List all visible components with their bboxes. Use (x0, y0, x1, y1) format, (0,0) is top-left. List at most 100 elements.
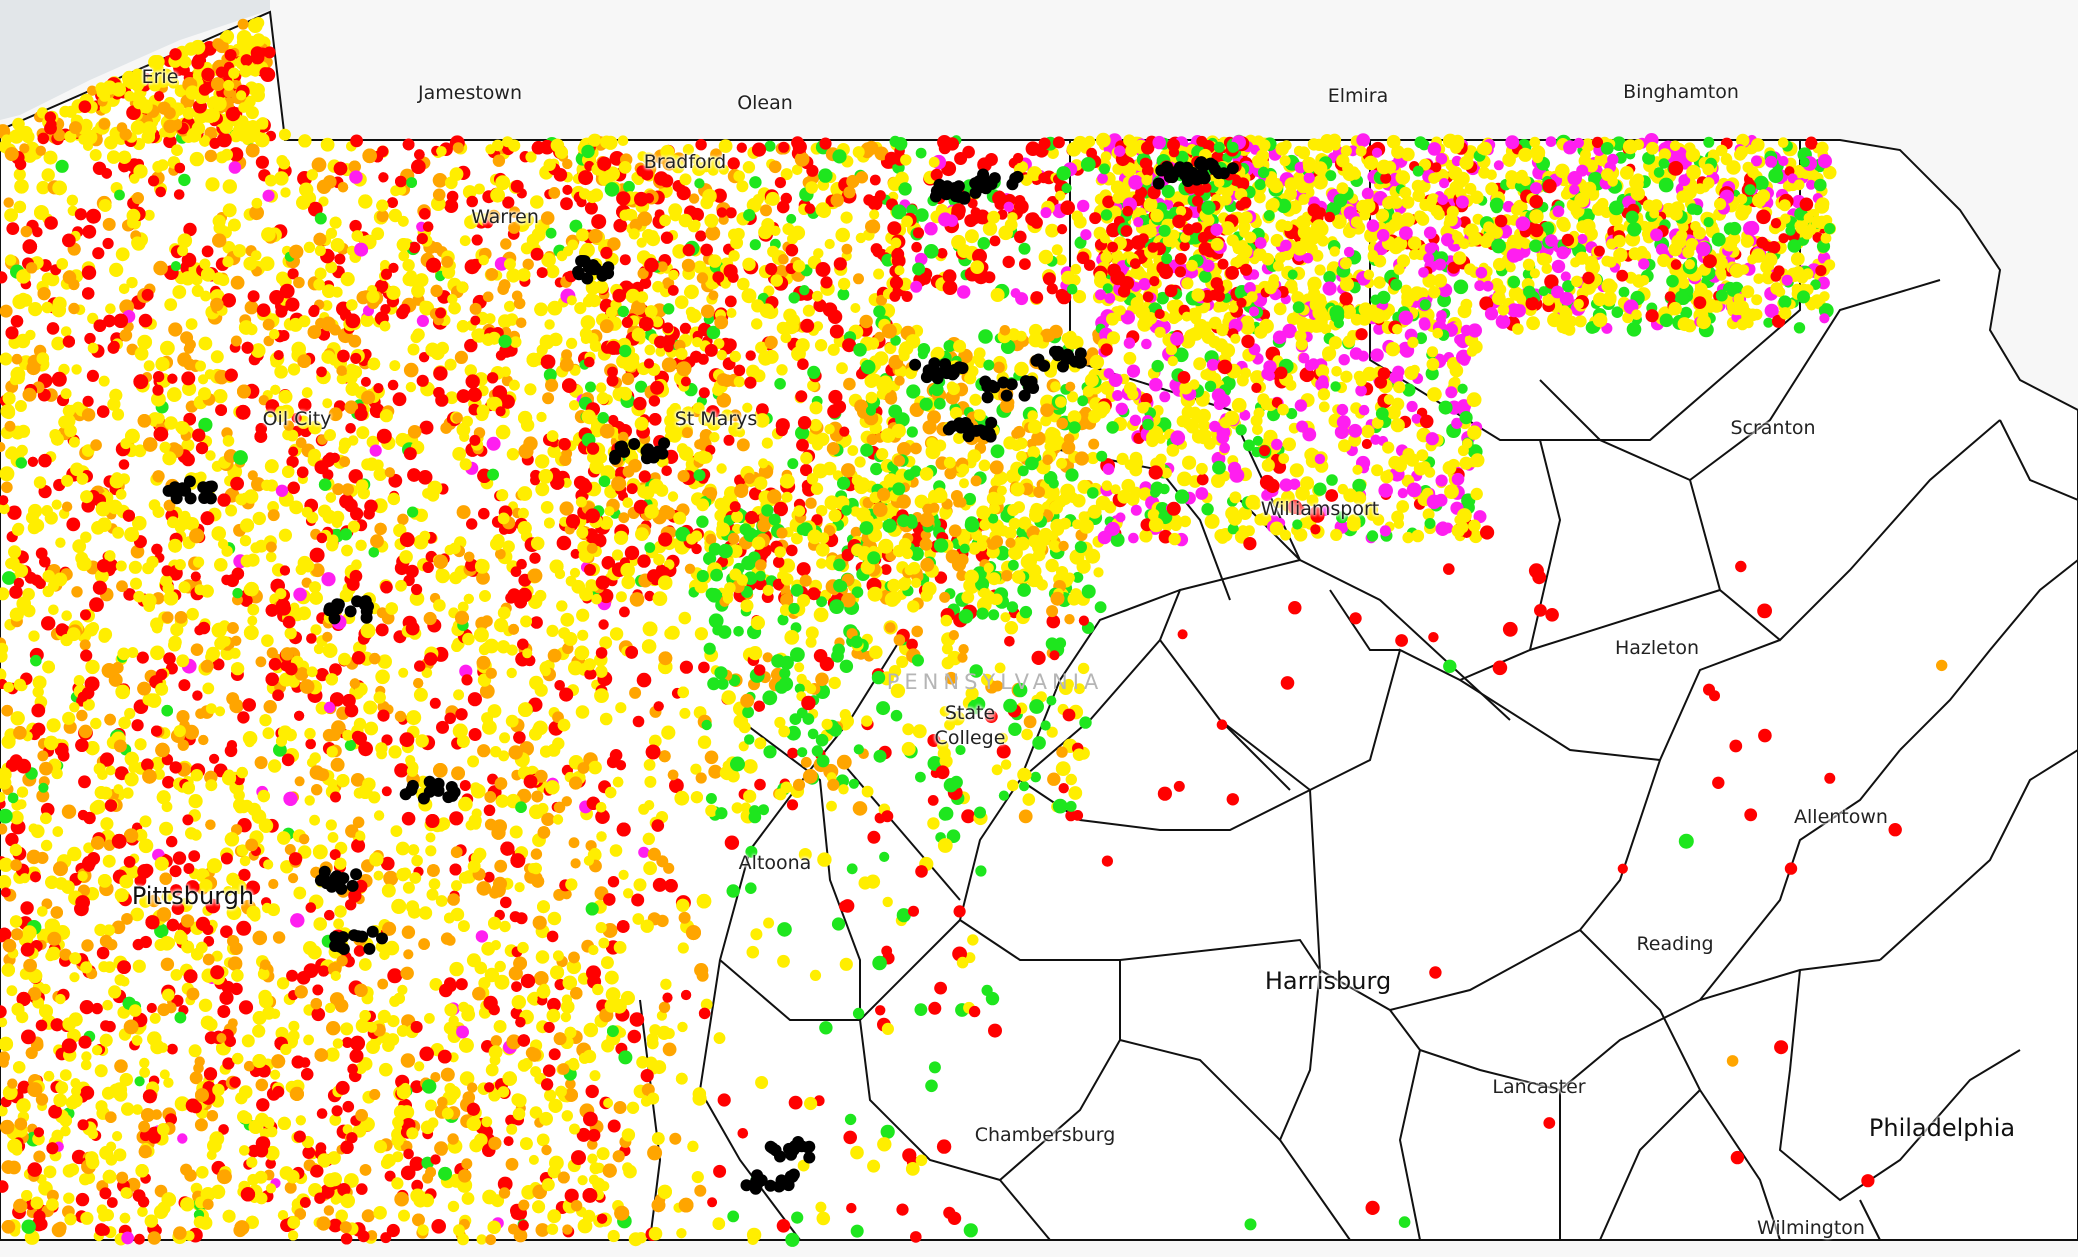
well-marker[interactable] (695, 230, 707, 242)
well-marker[interactable] (279, 565, 290, 576)
well-marker[interactable] (508, 623, 519, 635)
well-marker[interactable] (225, 107, 241, 122)
well-marker[interactable] (349, 569, 363, 583)
well-marker[interactable] (115, 684, 130, 700)
well-marker[interactable] (53, 1093, 67, 1108)
well-marker[interactable] (168, 635, 182, 649)
well-marker[interactable] (485, 667, 497, 679)
well-marker[interactable] (177, 1133, 188, 1144)
well-marker[interactable] (98, 118, 111, 130)
well-marker[interactable] (170, 623, 184, 637)
well-marker[interactable] (76, 556, 92, 572)
well-marker[interactable] (403, 447, 417, 461)
well-marker[interactable] (97, 517, 112, 532)
well-marker[interactable] (21, 1190, 33, 1202)
well-marker[interactable] (381, 786, 392, 797)
well-marker[interactable] (638, 846, 650, 858)
well-marker[interactable] (102, 854, 116, 868)
well-marker[interactable] (168, 538, 183, 553)
well-marker[interactable] (115, 247, 130, 262)
well-marker[interactable] (70, 1078, 81, 1089)
well-marker[interactable] (226, 692, 240, 706)
well-marker[interactable] (565, 514, 581, 529)
well-marker[interactable] (375, 623, 389, 637)
well-marker[interactable] (40, 983, 51, 995)
well-marker[interactable] (546, 430, 559, 442)
well-marker[interactable] (239, 855, 251, 867)
well-marker[interactable] (629, 1012, 645, 1027)
well-marker[interactable] (616, 920, 630, 933)
well-marker[interactable] (447, 1133, 459, 1145)
well-marker[interactable] (327, 832, 339, 843)
well-marker[interactable] (309, 752, 321, 764)
well-marker[interactable] (345, 824, 359, 838)
well-marker[interactable] (582, 1188, 598, 1203)
well-marker[interactable] (322, 643, 338, 658)
well-marker[interactable] (252, 930, 268, 946)
well-marker[interactable] (607, 876, 620, 888)
well-marker[interactable] (640, 1069, 654, 1083)
well-marker[interactable] (566, 337, 578, 349)
well-marker[interactable] (679, 707, 691, 719)
well-marker[interactable] (492, 154, 506, 167)
well-marker[interactable] (324, 429, 336, 441)
well-marker[interactable] (380, 856, 395, 871)
well-marker[interactable] (615, 591, 627, 603)
well-marker[interactable] (567, 239, 579, 251)
well-marker[interactable] (340, 1233, 353, 1245)
well-marker[interactable] (338, 443, 349, 454)
well-marker[interactable] (598, 937, 610, 949)
well-marker[interactable] (31, 824, 45, 839)
well-marker[interactable] (554, 145, 569, 159)
well-marker[interactable] (588, 760, 602, 775)
well-marker[interactable] (540, 745, 553, 758)
well-marker[interactable] (553, 801, 566, 814)
well-marker[interactable] (306, 666, 318, 678)
well-marker[interactable] (143, 600, 155, 612)
well-marker[interactable] (665, 625, 680, 640)
well-marker[interactable] (52, 826, 64, 837)
well-marker[interactable] (311, 1007, 326, 1022)
well-marker[interactable] (119, 1212, 131, 1224)
well-marker[interactable] (577, 762, 590, 774)
well-marker[interactable] (68, 302, 80, 315)
well-marker[interactable] (105, 765, 116, 776)
well-marker[interactable] (559, 501, 574, 516)
well-marker[interactable] (422, 561, 434, 573)
well-marker[interactable] (231, 662, 245, 676)
well-marker[interactable] (353, 717, 367, 731)
well-marker[interactable] (13, 726, 27, 740)
well-marker[interactable] (126, 208, 141, 223)
well-marker[interactable] (375, 742, 388, 755)
well-marker[interactable] (426, 257, 441, 273)
well-marker[interactable] (500, 394, 515, 409)
well-marker[interactable] (314, 1048, 329, 1062)
well-marker[interactable] (350, 134, 363, 148)
well-marker[interactable] (196, 941, 208, 954)
well-marker[interactable] (134, 1233, 145, 1245)
well-marker[interactable] (678, 911, 691, 924)
well-marker[interactable] (26, 361, 41, 376)
well-marker[interactable] (485, 1234, 497, 1246)
well-marker[interactable] (589, 1070, 601, 1082)
well-marker[interactable] (330, 238, 345, 252)
well-marker[interactable] (101, 1209, 114, 1222)
well-marker[interactable] (188, 794, 203, 809)
well-marker[interactable] (252, 1054, 267, 1068)
well-marker[interactable] (542, 392, 555, 405)
well-marker[interactable] (407, 425, 422, 439)
well-marker[interactable] (355, 1018, 371, 1033)
well-marker[interactable] (344, 1173, 359, 1188)
well-marker[interactable] (623, 888, 634, 899)
well-marker[interactable] (339, 456, 351, 468)
well-marker[interactable] (369, 1089, 381, 1100)
well-marker[interactable] (411, 159, 426, 174)
well-marker[interactable] (648, 413, 662, 426)
well-marker[interactable] (301, 559, 315, 573)
well-marker[interactable] (362, 148, 378, 164)
well-marker[interactable] (161, 565, 173, 577)
well-marker[interactable] (124, 707, 136, 720)
well-marker[interactable] (133, 374, 149, 390)
well-marker[interactable] (465, 374, 480, 389)
well-marker[interactable] (155, 186, 166, 198)
